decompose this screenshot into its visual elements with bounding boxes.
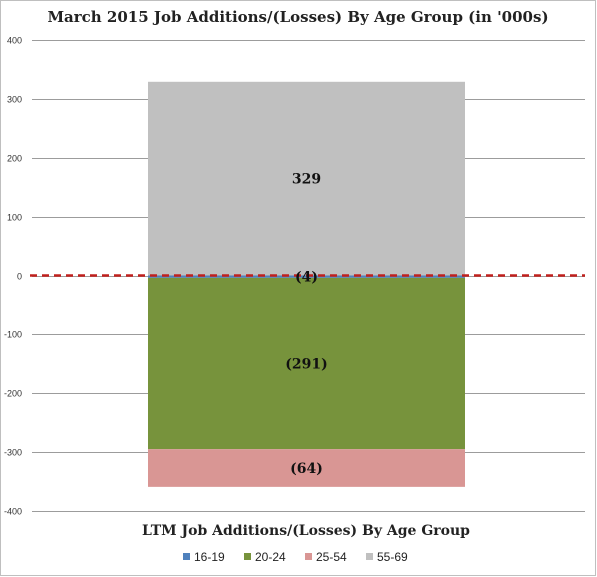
bar-segment-20-24 (148, 277, 465, 450)
data-label-20-24: (291) (285, 357, 327, 373)
y-tick-label: 100 (7, 213, 22, 223)
data-label-55-69: 329 (292, 172, 321, 188)
bar-segment-25-54 (148, 449, 465, 487)
bar-segment-55-69 (148, 81, 465, 276)
legend-swatch-20-24 (244, 553, 251, 560)
legend-swatch-16-19 (183, 553, 190, 560)
legend-label-55-69: 55-69 (377, 550, 408, 564)
y-tick-label: -100 (4, 330, 22, 340)
data-label-16-19: (4) (295, 270, 318, 286)
y-tick-label: 200 (7, 154, 22, 164)
legend-swatch-25-54 (305, 553, 312, 560)
y-tick-label: 0 (17, 272, 22, 282)
y-axis-ticks: -400 -300 -200 -100 0 100 200 300 400 (4, 36, 22, 517)
legend-label-16-19: 16-19 (194, 550, 225, 564)
y-tick-label: -200 (4, 389, 22, 399)
data-label-25-54: (64) (290, 461, 323, 477)
y-tick-label: 400 (7, 36, 22, 46)
legend: 16-19 20-24 25-54 55-69 (183, 550, 408, 564)
data-labels: (4) (291) (64) 329 (285, 172, 327, 477)
stacked-bar (148, 81, 465, 487)
y-tick-label: -400 (4, 507, 22, 517)
legend-label-25-54: 25-54 (316, 550, 347, 564)
x-axis-label: LTM Job Additions/(Losses) By Age Group (142, 523, 470, 539)
chart-title: March 2015 Job Additions/(Losses) By Age… (47, 8, 548, 26)
y-tick-label: -300 (4, 448, 22, 458)
legend-label-20-24: 20-24 (255, 550, 286, 564)
y-tick-label: 300 (7, 95, 22, 105)
legend-swatch-55-69 (366, 553, 373, 560)
